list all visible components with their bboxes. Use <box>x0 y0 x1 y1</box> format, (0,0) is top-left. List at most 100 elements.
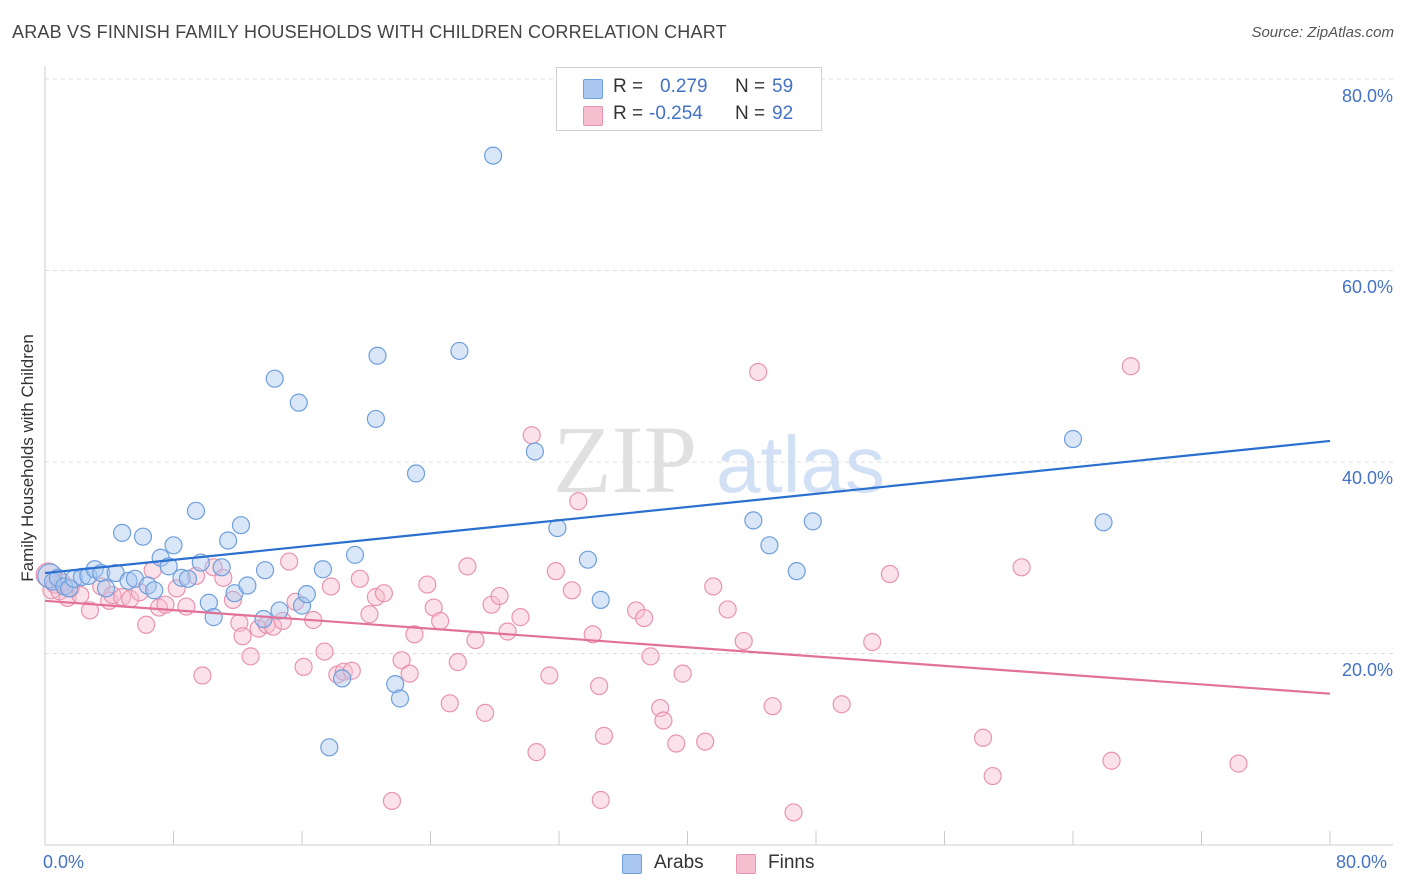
finn-point <box>667 734 686 753</box>
grid-lines <box>45 78 1393 654</box>
arab-point <box>1063 429 1083 449</box>
finn-point <box>569 492 588 511</box>
arab-point <box>289 393 308 412</box>
finns-legend-label: Finns <box>768 852 815 873</box>
arabs-legend-label: Arabs <box>654 852 704 873</box>
arab-point <box>204 608 223 627</box>
finn-point <box>233 627 252 646</box>
finn-point <box>350 569 369 588</box>
arab-point <box>270 601 289 620</box>
arab-point <box>292 596 312 615</box>
legend-row-finns: R = -0.254 N = 92 <box>557 103 821 129</box>
finn-point <box>458 557 477 576</box>
finn-point <box>562 581 581 600</box>
finn-point <box>321 577 341 596</box>
finn-point <box>696 732 715 751</box>
arab-point <box>366 409 385 429</box>
watermark-atlas: atlas <box>716 420 885 509</box>
watermark-zip: ZIP <box>553 406 697 513</box>
finn-point <box>734 631 753 651</box>
finn-point <box>498 622 517 641</box>
arab-point <box>178 569 198 588</box>
arab-point <box>255 561 275 580</box>
y-tick-label: 80.0% <box>1341 86 1393 106</box>
finn-point <box>440 694 459 713</box>
arabs-trend-line <box>44 439 1331 575</box>
finn-point <box>749 362 768 382</box>
arab-point <box>238 576 257 595</box>
finn-point <box>511 608 530 627</box>
arab-point <box>787 562 806 581</box>
finn-point <box>635 608 654 628</box>
finn-point <box>80 601 100 620</box>
finn-point <box>1102 751 1121 770</box>
finn-point <box>418 575 437 594</box>
arab-point <box>172 568 191 587</box>
finn-point <box>673 664 692 683</box>
finn-point <box>400 664 419 683</box>
arab-point <box>345 545 365 564</box>
arab-point <box>265 369 284 388</box>
arab-point <box>159 557 178 576</box>
arab-point <box>803 512 822 531</box>
watermark: ZIP atlas <box>553 406 885 513</box>
finn-point <box>431 611 450 631</box>
x-tick-label: 0.0% <box>43 852 85 872</box>
finns-r-value: -0.254 <box>649 103 703 124</box>
finn-point <box>540 666 559 685</box>
finn-point <box>522 426 541 445</box>
finn-point <box>315 642 334 661</box>
correlation-legend: R = 0.279 N = 59 R = -0.254 N = 92 <box>556 67 822 131</box>
arab-point <box>578 550 598 569</box>
arab-point <box>525 442 545 461</box>
finn-point <box>294 657 313 677</box>
chart-title: ARAB VS FINNISH FAMILY HOUSEHOLDS WITH C… <box>12 22 727 42</box>
arab-point <box>744 511 763 530</box>
finns-n-label: N = <box>735 103 766 124</box>
arab-point <box>164 536 183 555</box>
finn-point <box>241 647 260 666</box>
finn-point <box>392 651 411 670</box>
arab-point <box>313 560 332 579</box>
arab-point <box>1094 513 1113 532</box>
arab-point <box>145 581 164 600</box>
finn-point <box>863 632 882 652</box>
arab-point <box>368 346 387 365</box>
arab-point <box>133 527 153 546</box>
finn-point <box>280 552 299 571</box>
finn-point <box>983 766 1002 786</box>
arab-point <box>484 146 503 165</box>
finn-point <box>223 590 243 609</box>
arab-point <box>119 571 138 590</box>
finn-point <box>704 577 723 596</box>
source-label: Source: ZipAtlas.com <box>1251 24 1394 41</box>
arab-point <box>231 516 251 535</box>
arab-point <box>59 579 79 598</box>
x-tick-label: 80.0% <box>1336 852 1388 872</box>
finn-point <box>405 625 424 644</box>
y-tick-label: 60.0% <box>1341 277 1393 297</box>
finns-legend-swatch <box>736 854 756 874</box>
arabs-r-value: 0.279 <box>660 76 708 97</box>
finn-point <box>832 695 851 714</box>
arab-point <box>96 579 116 598</box>
finn-point <box>527 743 546 762</box>
finn-point <box>490 586 509 606</box>
arabs-n-label: N = <box>735 76 766 97</box>
arab-point <box>333 669 352 688</box>
finns-series <box>35 357 1248 822</box>
finns-n-value: 92 <box>772 103 794 124</box>
finn-point <box>784 803 803 822</box>
finn-point <box>1012 558 1031 577</box>
arab-point <box>112 523 132 542</box>
y-tick-label: 20.0% <box>1341 660 1393 680</box>
finn-point <box>360 605 379 624</box>
finn-point <box>476 703 495 722</box>
finn-point <box>594 726 614 745</box>
finn-point <box>342 661 361 680</box>
finn-point <box>590 676 609 696</box>
finn-point <box>193 666 212 685</box>
arab-point <box>450 341 469 361</box>
arab-point <box>390 689 410 708</box>
arabs-legend-swatch <box>622 854 642 874</box>
